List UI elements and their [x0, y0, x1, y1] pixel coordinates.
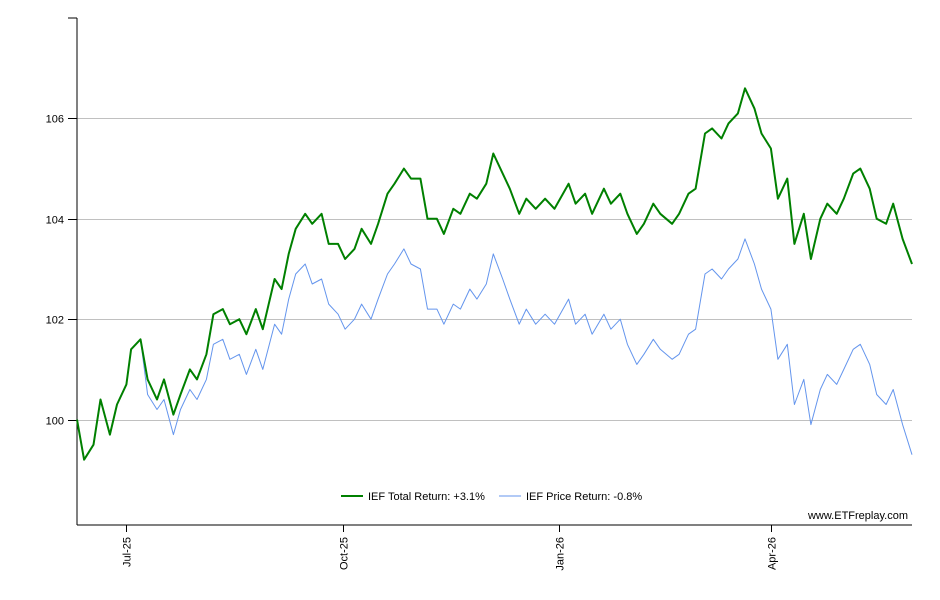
axes: [76, 18, 912, 526]
legend: IEF Total Return: +3.1% IEF Price Return:…: [341, 491, 642, 503]
y-tick-label: 106: [46, 114, 64, 126]
series-lines: [76, 87, 913, 461]
legend-label: IEF Price Return: -0.8%: [526, 491, 642, 503]
y-tick-label: 102: [46, 315, 64, 327]
x-tick-label: Jan-26: [555, 537, 567, 571]
series-line-price-return: [76, 238, 913, 461]
y-tick-label: 100: [46, 416, 64, 428]
x-tick-label: Jul-25: [122, 537, 134, 567]
legend-label: IEF Total Return: +3.1%: [368, 491, 485, 503]
x-tick-label: Apr-26: [767, 537, 779, 570]
grid-lines: [77, 118, 912, 421]
series-line-total-return: [76, 87, 913, 461]
watermark-text: www.ETFreplay.com: [807, 510, 908, 522]
x-ticks: Jul-25 Oct-25 Jan-26 Apr-26: [122, 525, 779, 571]
x-tick-label: Oct-25: [339, 537, 351, 570]
y-ticks: 100 102 104 106: [46, 17, 77, 428]
y-tick-label: 104: [46, 215, 64, 227]
